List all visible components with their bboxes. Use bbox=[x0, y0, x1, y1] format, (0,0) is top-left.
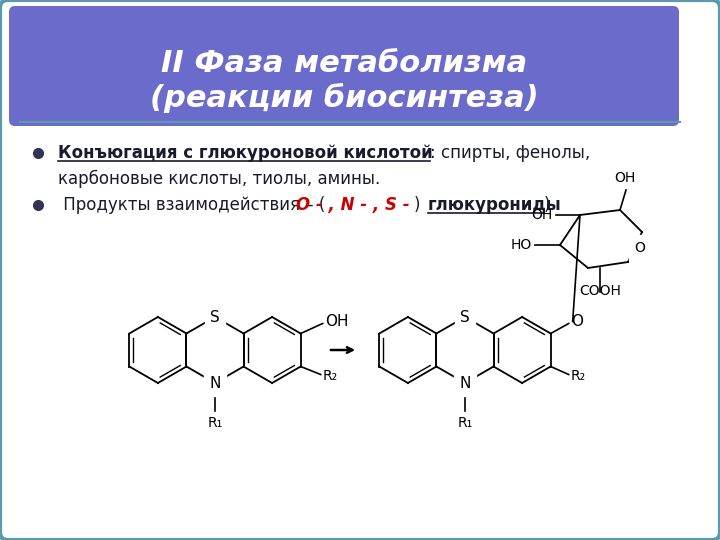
Text: O - , N - , S -: O - , N - , S - bbox=[296, 196, 410, 214]
Text: R₂: R₂ bbox=[571, 369, 586, 383]
Text: OH: OH bbox=[531, 208, 552, 222]
Text: S: S bbox=[460, 309, 470, 325]
Text: N: N bbox=[210, 375, 221, 390]
Text: (реакции биосинтеза): (реакции биосинтеза) bbox=[150, 83, 539, 113]
Text: R₁: R₁ bbox=[457, 416, 472, 430]
Text: OH: OH bbox=[614, 171, 636, 185]
Text: S: S bbox=[210, 309, 220, 325]
Text: карбоновые кислоты, тиолы, амины.: карбоновые кислоты, тиолы, амины. bbox=[58, 170, 380, 188]
Text: R₂: R₂ bbox=[323, 369, 338, 383]
Text: ): ) bbox=[414, 196, 426, 214]
Text: OH: OH bbox=[325, 314, 348, 329]
Text: : спирты, фенолы,: : спирты, фенолы, bbox=[430, 144, 590, 162]
Text: Продукты взаимодействия – (: Продукты взаимодействия – ( bbox=[58, 196, 330, 214]
Text: O: O bbox=[634, 241, 645, 255]
Text: Конъюгация с глюкуроновой кислотой: Конъюгация с глюкуроновой кислотой bbox=[58, 144, 433, 162]
Text: ).: ). bbox=[544, 196, 556, 214]
Text: II Фаза метаболизма: II Фаза метаболизма bbox=[161, 50, 527, 78]
Text: N: N bbox=[459, 375, 471, 390]
Text: COOH: COOH bbox=[579, 284, 621, 298]
FancyBboxPatch shape bbox=[9, 6, 679, 126]
Text: HO: HO bbox=[510, 238, 532, 252]
Text: R₁: R₁ bbox=[207, 416, 222, 430]
Text: глюкурониды: глюкурониды bbox=[428, 196, 562, 214]
Text: O: O bbox=[571, 314, 582, 329]
